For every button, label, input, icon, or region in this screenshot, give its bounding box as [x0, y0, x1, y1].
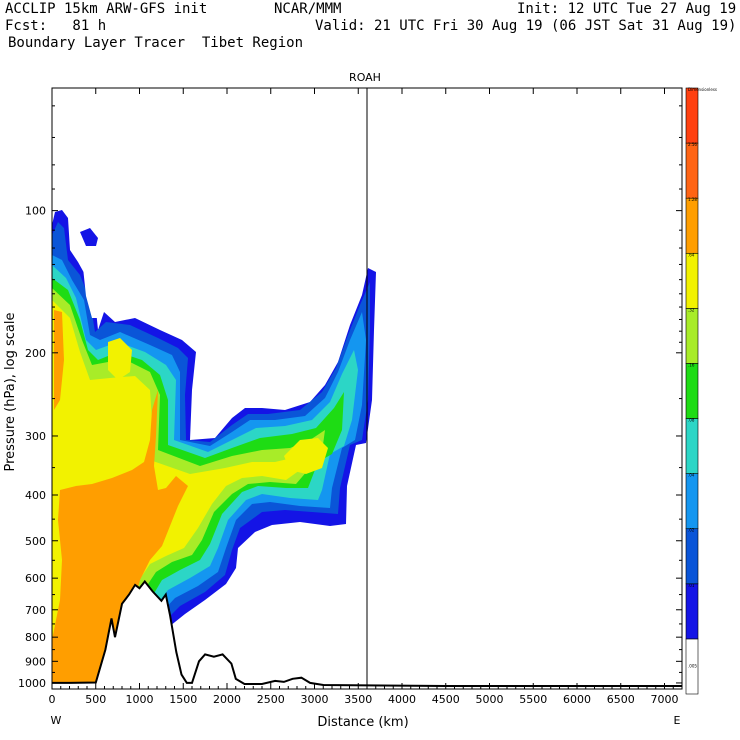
x-tick-label: 500 [85, 693, 106, 706]
colorbar-label: 2.56 [688, 142, 697, 147]
x-tick-label: 1500 [169, 693, 197, 706]
y-tick-label: 700 [25, 604, 46, 617]
contour-band-11 [54, 310, 64, 410]
contour-band-13 [82, 258, 100, 318]
x-tick-label: 6000 [563, 693, 591, 706]
contour-band-08 [52, 390, 188, 689]
colorbar-swatch [685, 418, 699, 474]
y-tick-label: 800 [25, 631, 46, 644]
colorbar-swatch [685, 142, 699, 199]
x-tick-label: 6500 [607, 693, 635, 706]
colorbar-label: .08 [688, 418, 695, 423]
colorbar-swatch [685, 252, 699, 309]
colorbar-label: .16 [688, 362, 695, 367]
header-center: NCAR/MMM [274, 1, 342, 17]
x-tick-label: 5000 [476, 693, 504, 706]
colorbar: .005 .01 .02 .04 .08 .16 .32 .64 1.28 2.56 Dimensi… [685, 87, 717, 695]
header-field: Boundary Layer Tracer Tibet Region [8, 35, 304, 51]
y-axis-label: Pressure (hPa), log scale [3, 313, 18, 472]
y-tick-label: 100 [25, 205, 46, 218]
x-tick-label: 2500 [257, 693, 285, 706]
colorbar-label: .02 [688, 528, 695, 533]
y-axis: 100 200 300 400 500 600 700 800 900 1000 [18, 105, 682, 690]
x-tick-label: 3500 [344, 693, 372, 706]
y-tick-label: 900 [25, 655, 46, 668]
y-tick-label: 300 [25, 430, 46, 443]
colorbar-label: .32 [688, 307, 695, 312]
colorbar-swatch [685, 363, 699, 419]
x-axis-label: Distance (km) [317, 715, 408, 730]
y-tick-label: 1000 [18, 677, 46, 690]
colorbar-swatch [685, 197, 699, 254]
x-tick-label: 0 [49, 693, 56, 706]
chart-title: ROAH [349, 71, 381, 84]
east-label: E [674, 714, 681, 727]
colorbar-label: .005 [688, 663, 697, 668]
contour-band-12 [80, 228, 98, 246]
y-tick-label: 600 [25, 572, 46, 585]
y-tick-label: 400 [25, 489, 46, 502]
header-model: ACCLIP 15km ARW-GFS init [5, 1, 208, 17]
colorbar-swatch [685, 583, 699, 640]
colorbar-swatch [685, 87, 699, 144]
y-tick-label: 500 [25, 535, 46, 548]
colorbar-label: Dimensionless [688, 87, 717, 92]
west-label: W [51, 714, 62, 727]
colorbar-swatch [685, 308, 699, 364]
x-tick-label: 3000 [301, 693, 329, 706]
terrain-mask [52, 581, 682, 689]
x-tick-label: 4500 [432, 693, 460, 706]
colorbar-label: .01 [688, 583, 695, 588]
colorbar-label: .04 [688, 473, 695, 478]
y-tick-label: 200 [25, 347, 46, 360]
header-fcst: Fcst: 81 h [5, 18, 107, 34]
colorbar-label: 1.28 [688, 197, 697, 202]
x-tick-label: 5500 [519, 693, 547, 706]
colorbar-swatch [685, 528, 699, 585]
x-tick-label: 7000 [651, 693, 679, 706]
header-init: Init: 12 UTC Tue 27 Aug 19 [517, 1, 737, 17]
terrain-profile [52, 579, 682, 687]
colorbar-swatch [685, 473, 699, 530]
contour-band-10 [108, 338, 132, 380]
tracer-field [52, 210, 682, 689]
x-tick-label: 2000 [213, 693, 241, 706]
x-axis: 0 500 1000 1500 2000 2500 3000 3500 4000 4500 5000… [49, 88, 679, 706]
x-tick-label: 1000 [126, 693, 154, 706]
x-tick-label: 4000 [388, 693, 416, 706]
colorbar-label: .64 [688, 252, 695, 257]
contour-band-09 [284, 438, 328, 474]
header-valid: Valid: 21 UTC Fri 30 Aug 19 (06 JST Sat … [315, 18, 737, 34]
